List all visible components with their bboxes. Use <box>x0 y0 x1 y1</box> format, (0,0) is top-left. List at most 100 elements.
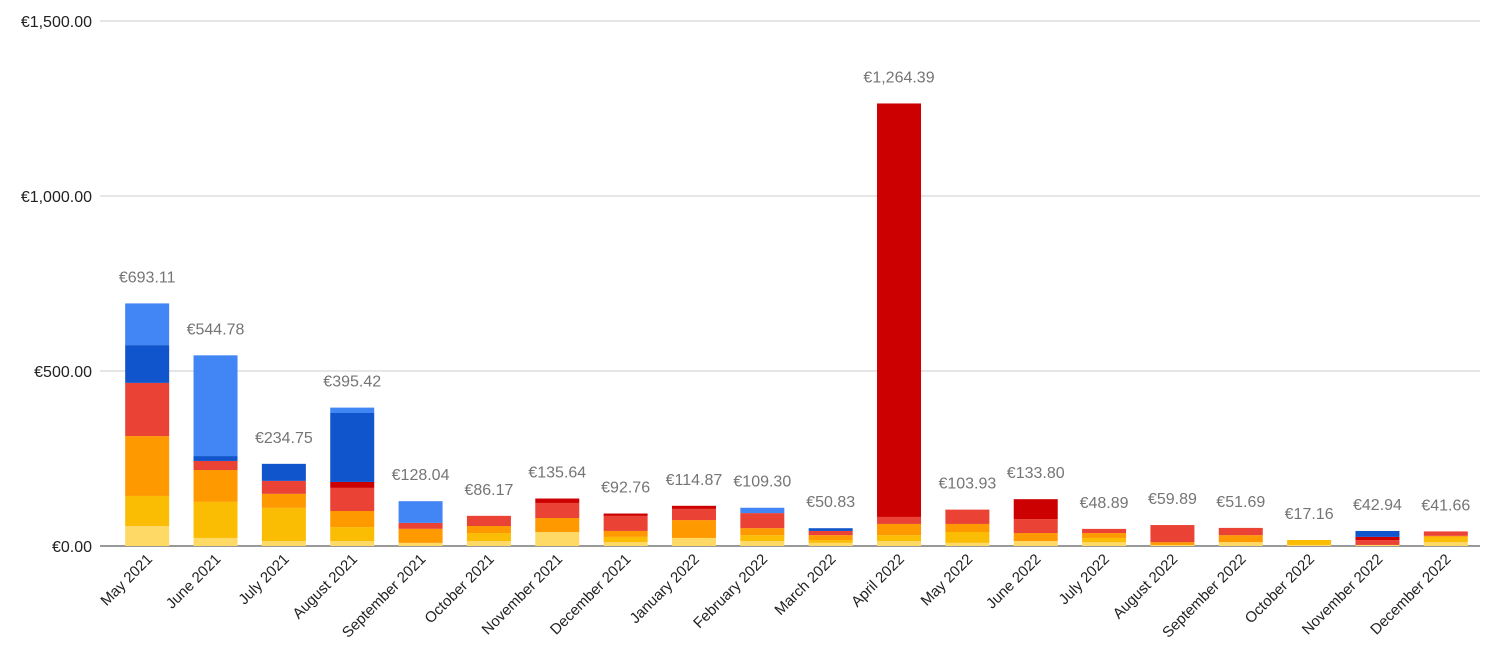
bar-segment <box>125 303 170 346</box>
bar-segment <box>1013 519 1058 534</box>
total-label: €133.80 <box>1007 465 1065 482</box>
total-label: €92.76 <box>601 480 650 497</box>
bar-segment <box>535 498 580 503</box>
bar-segment <box>1355 544 1400 546</box>
bar-segment <box>193 470 238 502</box>
total-label: €103.93 <box>938 476 996 493</box>
bar-segment <box>1013 533 1058 542</box>
bar-segment <box>466 533 511 542</box>
bar-segment <box>671 505 716 509</box>
bar-segment <box>330 541 375 546</box>
bar-segment <box>330 487 375 511</box>
y-tick-label: €500.00 <box>34 364 92 381</box>
bar-segment <box>1218 542 1263 546</box>
bar-segment <box>1423 542 1468 546</box>
bar-segment <box>330 527 375 542</box>
bar-segment <box>330 407 375 413</box>
bar-segment <box>125 345 170 383</box>
bar-segment <box>740 528 785 536</box>
bar-segment <box>330 413 375 482</box>
y-tick-label: €1,000.00 <box>21 189 92 206</box>
x-tick-label: July 2021 <box>235 551 292 608</box>
bar-segment <box>261 507 306 542</box>
bar-segment <box>671 508 716 521</box>
bar-segment <box>808 535 853 541</box>
bar-segment <box>877 535 922 542</box>
bar-segment <box>398 542 443 546</box>
x-tick-label: June 2022 <box>983 551 1045 613</box>
bar-segment <box>1082 528 1127 534</box>
bar-segment <box>740 541 785 546</box>
total-label: €86.17 <box>464 482 513 499</box>
total-label: €48.89 <box>1080 495 1129 512</box>
bar-segment <box>125 495 170 527</box>
bar-segment <box>603 542 648 546</box>
bar-segment <box>466 515 511 527</box>
bar-segment <box>398 522 443 529</box>
bar-segment <box>193 537 238 546</box>
bar-segment <box>193 456 238 461</box>
total-label: €1,264.39 <box>863 69 934 86</box>
bar-segment <box>330 511 375 528</box>
bar-segment <box>466 541 511 546</box>
x-tick-label: October 2021 <box>421 551 497 627</box>
bar-segment <box>603 515 648 531</box>
total-label: €128.04 <box>392 467 450 484</box>
bar-segment <box>125 526 170 546</box>
bar-segment <box>1423 531 1468 536</box>
bar-segment <box>1355 540 1400 545</box>
x-tick-label: March 2022 <box>771 551 839 619</box>
bar-segment <box>1423 536 1468 543</box>
total-label: €693.11 <box>119 269 176 286</box>
bar-segment <box>877 103 922 517</box>
bar-segment <box>125 436 170 496</box>
bar-segment <box>877 523 922 536</box>
bar-segment <box>808 530 853 536</box>
bar-segment <box>740 535 785 542</box>
bar-segment <box>1287 544 1332 546</box>
total-label: €544.78 <box>187 321 245 338</box>
x-tick-label: October 2022 <box>1242 551 1318 627</box>
bar-segment <box>1150 542 1195 545</box>
x-tick-label: January 2022 <box>627 551 703 627</box>
bar-segment <box>535 502 580 518</box>
bar-segment <box>261 480 306 494</box>
x-tick-label: June 2021 <box>163 551 225 613</box>
bar-segment <box>945 532 990 543</box>
bar-segment <box>808 528 853 531</box>
total-label: €59.89 <box>1148 491 1197 508</box>
total-label: €109.30 <box>733 474 791 491</box>
bar-segment <box>1082 542 1127 546</box>
bar-segment <box>671 520 716 538</box>
bar-segment <box>193 501 238 538</box>
bar-segment <box>125 382 170 437</box>
bar-segment <box>1082 533 1127 538</box>
bar-segment <box>535 518 580 532</box>
bar-segment <box>603 513 648 516</box>
total-label: €51.69 <box>1216 494 1265 511</box>
bar-segment <box>1013 499 1058 520</box>
bar-segment <box>740 513 785 529</box>
bar-segment <box>330 481 375 488</box>
total-label: €395.42 <box>323 374 381 391</box>
bar-segment <box>535 532 580 546</box>
bar-segment <box>1355 536 1400 541</box>
bar-segment <box>740 507 785 514</box>
bar-segment <box>1423 535 1468 537</box>
x-tick-label: August 2022 <box>1110 551 1182 623</box>
bar-segment <box>603 530 648 537</box>
bar-segment <box>261 493 306 508</box>
total-label: €135.64 <box>528 465 586 482</box>
bar-segment <box>1355 530 1400 537</box>
bar-segment <box>808 542 853 546</box>
y-tick-label: €0.00 <box>52 539 92 556</box>
bar-segment <box>945 509 990 524</box>
bar-segment <box>398 528 443 543</box>
total-label: €17.16 <box>1285 506 1334 523</box>
bar-segment <box>945 523 990 532</box>
total-label: €41.66 <box>1421 497 1470 514</box>
total-label: €234.75 <box>255 430 313 447</box>
bar-segment <box>1150 525 1195 543</box>
x-tick-label: May 2022 <box>918 551 977 610</box>
